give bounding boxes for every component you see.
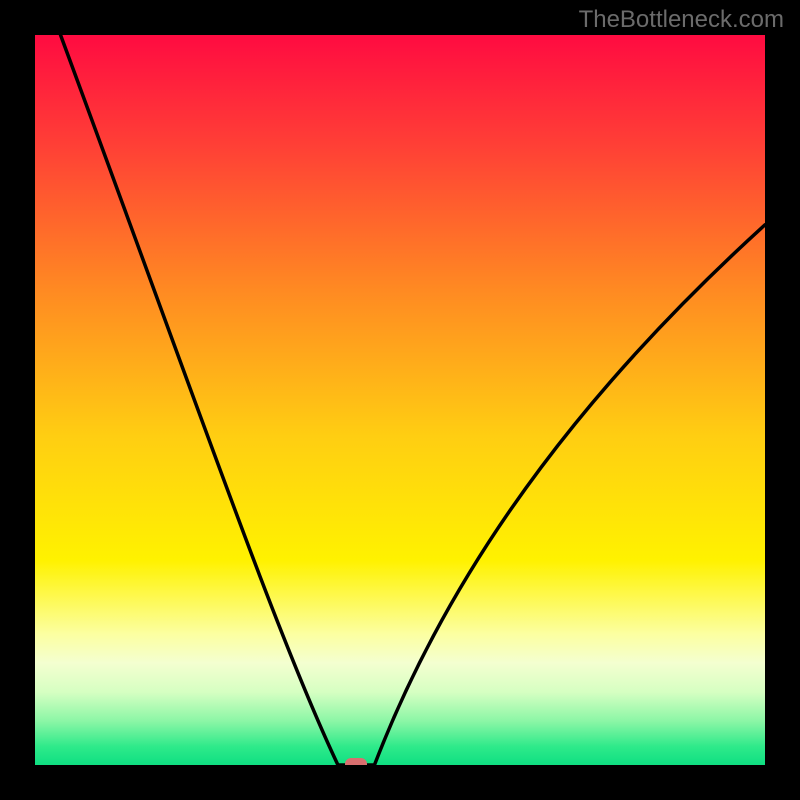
curve-svg — [35, 35, 765, 765]
bottleneck-chart — [35, 35, 765, 765]
optimum-marker — [345, 758, 367, 765]
watermark-text: TheBottleneck.com — [579, 6, 784, 34]
bottleneck-curve — [61, 35, 765, 765]
